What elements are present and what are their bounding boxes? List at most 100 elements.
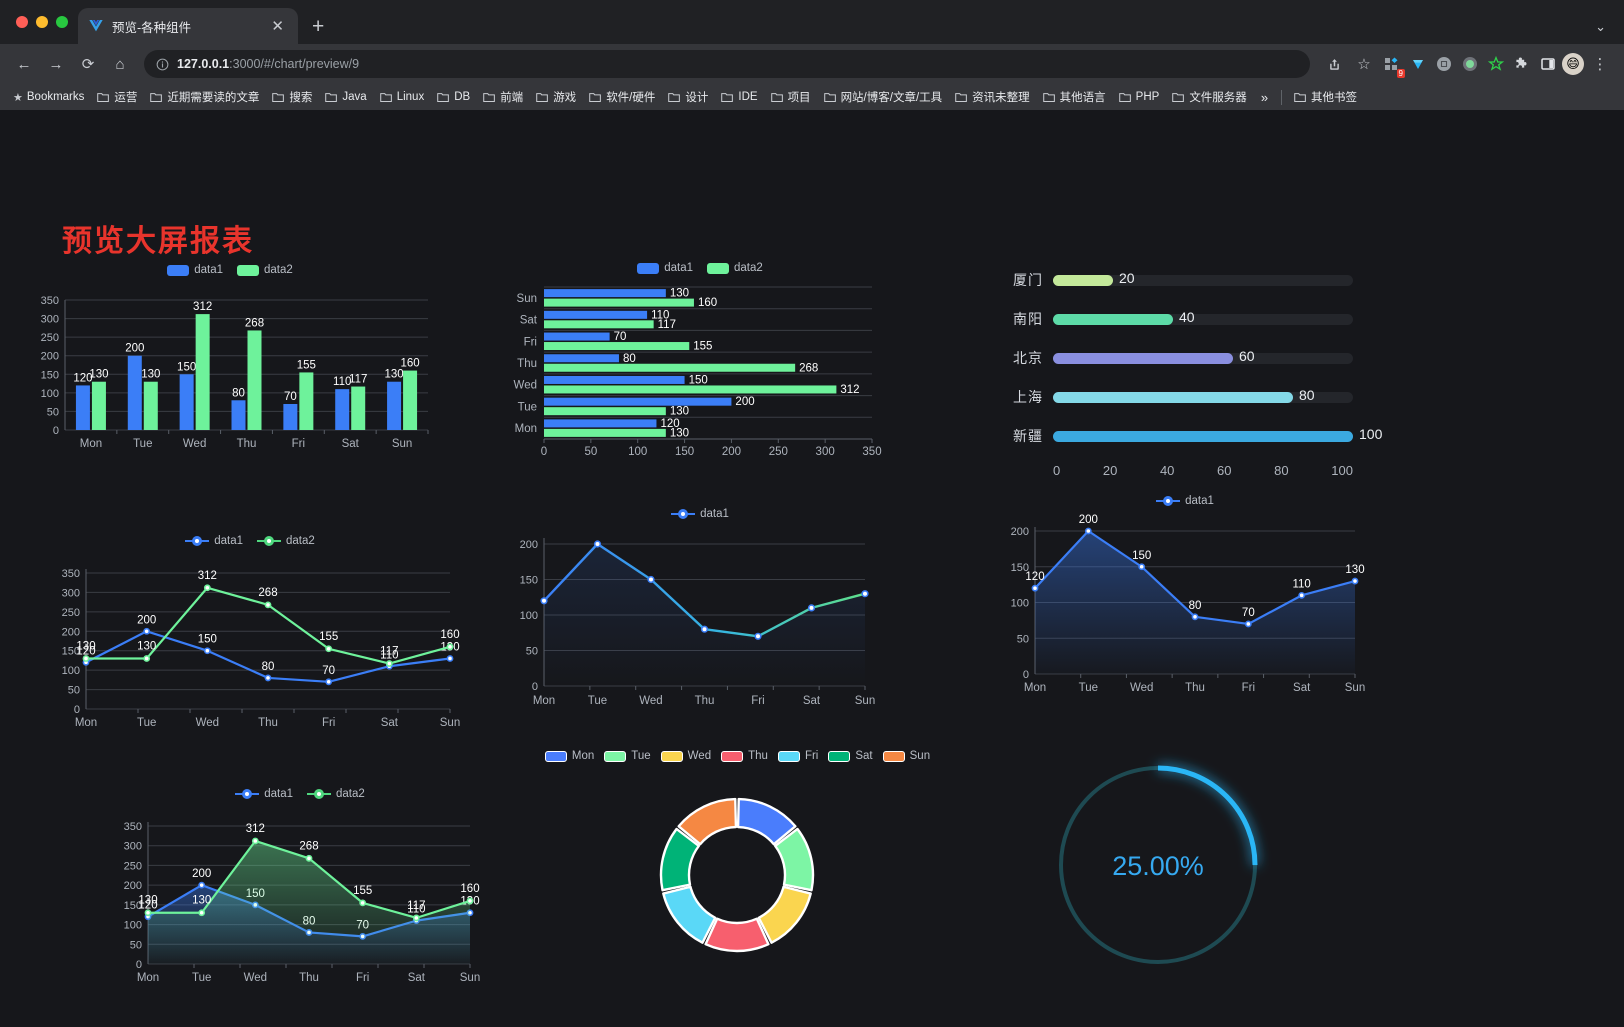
bookmark-folder[interactable]: 游戏: [531, 87, 581, 107]
browser-tab[interactable]: 预览-各种组件 ✕: [78, 8, 298, 44]
browser-menu-button[interactable]: ⋮: [1592, 56, 1608, 73]
extension-grid-icon[interactable]: 9: [1380, 52, 1405, 78]
legend-item-fri[interactable]: Fri: [777, 750, 818, 762]
legend-item-data2[interactable]: data2: [707, 262, 763, 274]
data-point: [1298, 591, 1306, 599]
legend-item-sat[interactable]: Sat: [828, 750, 873, 762]
star-outline-green-icon[interactable]: [1484, 52, 1508, 76]
progress-track[interactable]: 80: [1053, 387, 1353, 403]
legend-item-wed[interactable]: Wed: [660, 750, 711, 762]
other-bookmarks-folder[interactable]: 其他书签: [1289, 87, 1362, 107]
pie-slice[interactable]: [677, 797, 738, 846]
bookmark-folder[interactable]: IDE: [716, 89, 762, 105]
legend-item-data1[interactable]: data1: [1156, 495, 1214, 507]
window-controls[interactable]: [12, 0, 78, 44]
bookmark-folder[interactable]: 运营: [92, 87, 142, 107]
chart-text: Sun: [855, 695, 875, 707]
legend-item-mon[interactable]: Mon: [544, 750, 594, 762]
bookmark-folder[interactable]: 其他语言: [1038, 87, 1111, 107]
bookmark-folder[interactable]: Java: [320, 89, 371, 105]
address-bar[interactable]: 127.0.0.1:3000/#/chart/preview/9: [144, 50, 1310, 78]
progress-track[interactable]: 60: [1053, 348, 1353, 364]
bookmark-folder[interactable]: 前端: [478, 87, 528, 107]
command-icon[interactable]: [1432, 52, 1456, 76]
legend-item-data1[interactable]: data1: [637, 262, 693, 274]
home-button[interactable]: ⌂: [115, 55, 125, 73]
pie-slice[interactable]: [704, 917, 770, 953]
pie-slice[interactable]: [773, 827, 815, 892]
extension-badge-count: 9: [1396, 69, 1405, 78]
back-button[interactable]: ←: [16, 55, 32, 73]
bookmark-folder[interactable]: 网站/博客/文章/工具: [819, 87, 948, 107]
maximize-window-button[interactable]: [56, 16, 68, 28]
chart-text: 150: [198, 634, 217, 646]
chart-text: Sat: [803, 695, 821, 707]
legend-swatch-data1: [637, 262, 660, 274]
bookmarks-overflow-button[interactable]: »: [1260, 89, 1269, 105]
bookmark-folder-label: DB: [454, 91, 471, 103]
share-icon[interactable]: [1320, 50, 1348, 78]
bar: [127, 355, 142, 430]
chart-text: 50: [130, 939, 142, 951]
progress-row: 上海 80: [995, 385, 1385, 409]
close-tab-button[interactable]: ✕: [271, 17, 284, 35]
bookmark-folder[interactable]: 项目: [766, 87, 816, 107]
gauge-plot: 25.00%: [1058, 765, 1258, 965]
legend-item-data2[interactable]: data2: [307, 788, 365, 800]
pie-slice[interactable]: [757, 885, 812, 944]
progress-track[interactable]: 20: [1053, 270, 1353, 286]
bookmark-folder[interactable]: 资讯未整理: [950, 87, 1035, 107]
pie-slice[interactable]: [659, 827, 701, 892]
bookmark-folder[interactable]: 设计: [663, 87, 713, 107]
bookmark-folder-label: 资讯未整理: [972, 92, 1030, 104]
minimize-window-button[interactable]: [36, 16, 48, 28]
pie-slice[interactable]: [736, 797, 797, 846]
chart-text: Sat: [520, 315, 538, 327]
chart-text: 100: [62, 665, 80, 677]
progress-track[interactable]: 40: [1053, 309, 1353, 325]
legend-item-sun[interactable]: Sun: [882, 750, 930, 762]
legend-item-tue[interactable]: Tue: [604, 750, 651, 762]
bookmark-folder[interactable]: Linux: [375, 89, 430, 105]
chart-text: 300: [816, 446, 835, 458]
bookmarks-root[interactable]: ★ Bookmarks: [8, 89, 89, 106]
legend-item-data1[interactable]: data1: [235, 788, 293, 800]
bar: [91, 381, 106, 430]
avatar[interactable]: 😄: [1562, 53, 1584, 75]
chart-text: 110: [1292, 578, 1310, 590]
circle-green-icon[interactable]: [1458, 52, 1482, 76]
pie-slice[interactable]: [662, 885, 717, 944]
folder-icon: [97, 92, 110, 102]
forward-button[interactable]: →: [48, 55, 64, 73]
side-panel-icon[interactable]: [1536, 52, 1560, 76]
legend-item-data1[interactable]: data1: [185, 535, 243, 547]
legend-item-data2[interactable]: data2: [257, 535, 315, 547]
folder-icon: [770, 92, 783, 102]
reload-button[interactable]: ⟳: [81, 56, 95, 73]
bookmark-folder[interactable]: PHP: [1114, 89, 1165, 105]
chart-text: Wed: [514, 380, 537, 392]
new-tab-button[interactable]: +: [312, 15, 325, 38]
bookmark-star-icon[interactable]: ☆: [1357, 56, 1371, 73]
bookmark-folder[interactable]: 近期需要读的文章: [145, 87, 264, 107]
legend-item-thu[interactable]: Thu: [721, 750, 768, 762]
legend-item-data1[interactable]: data1: [167, 264, 223, 276]
progress-track[interactable]: 100: [1053, 426, 1382, 442]
bookmark-folder[interactable]: 软件/硬件: [584, 87, 660, 107]
bookmark-folder[interactable]: DB: [432, 89, 475, 105]
chart-text: 70: [614, 331, 627, 343]
bookmark-folder-label: 运营: [114, 92, 138, 104]
legend-item-data1[interactable]: data1: [671, 508, 729, 520]
bookmark-folder[interactable]: 文件服务器: [1167, 87, 1252, 107]
diamond-icon[interactable]: [1406, 52, 1430, 76]
data-point: [1351, 577, 1359, 585]
bookmark-folder[interactable]: 搜索: [267, 87, 317, 107]
legend-item-data2[interactable]: data2: [237, 264, 293, 276]
puzzle-extension-icon[interactable]: [1510, 52, 1534, 76]
close-window-button[interactable]: [16, 16, 28, 28]
bookmark-folder-label: 软件/硬件: [606, 92, 656, 104]
bar: [231, 400, 246, 430]
axis-tick-label: 80: [1274, 463, 1289, 478]
chevron-down-icon[interactable]: ⌄: [1595, 19, 1606, 34]
bookmark-folder-label: Java: [342, 91, 367, 103]
